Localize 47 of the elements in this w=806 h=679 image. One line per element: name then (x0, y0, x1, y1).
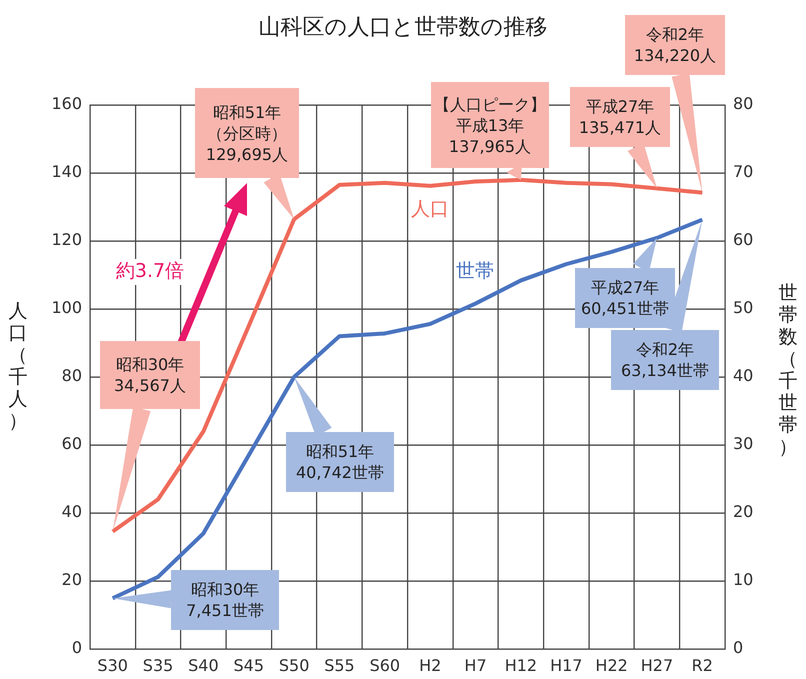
annotation: 令和2年63,134世帯 (621, 339, 709, 381)
annotation: 【人口ピーク】平成13年137,965人 (434, 94, 546, 156)
y-tick-label: 120 (51, 230, 82, 250)
y-axis-title: 人口（千人） (8, 300, 28, 432)
annotation: 平成27年60,451世帯 (581, 277, 669, 319)
text: 令和2年134,220人 (634, 24, 716, 66)
annotation: 昭和51年40,742世帯 (296, 441, 384, 483)
y2-axis-title: 世帯数（千世帯） (778, 282, 798, 458)
x-tick-label: H7 (464, 656, 487, 675)
chart-title: 山科区の人口と世帯数の推移 (258, 15, 548, 40)
y-tick-label: 160 (51, 94, 82, 114)
series-label: 人口 (411, 198, 449, 220)
x-tick-label: S60 (370, 656, 400, 675)
y-tick-label: 40 (62, 502, 82, 522)
y2-tick-label: 20 (733, 502, 754, 522)
x-tick-label: H22 (595, 656, 628, 675)
annotation: 昭和30年7,451世帯 (186, 579, 264, 621)
y2-tick-label: 40 (733, 366, 754, 386)
x-tick-label: H17 (550, 656, 582, 675)
y-tick-label: 100 (51, 298, 82, 318)
y2-tick-label: 60 (733, 230, 754, 250)
y2-tick-label: 50 (733, 298, 754, 318)
x-tick-label: S40 (188, 656, 219, 675)
y-tick-label: 0 (72, 638, 82, 658)
x-tick-label: H12 (504, 656, 538, 675)
series-label: 世帯 (456, 260, 494, 282)
y-tick-label: 60 (62, 434, 82, 454)
y2-tick-label: 0 (733, 638, 744, 658)
x-tick-label: S45 (233, 656, 264, 675)
x-tick-label: S55 (324, 656, 355, 675)
x-tick-label: S50 (278, 656, 310, 675)
annotation: 約3.7倍 (116, 260, 184, 282)
y-tick-label: 140 (51, 162, 82, 182)
y2-tick-label: 30 (733, 434, 754, 454)
x-tick-label: H2 (419, 656, 442, 675)
y2-tick-label: 80 (733, 94, 754, 114)
x-tick-label: R2 (692, 656, 713, 675)
x-tick-label: S35 (142, 656, 174, 675)
y-tick-label: 20 (62, 570, 82, 590)
x-tick-label: S30 (97, 656, 128, 675)
annotation: 昭和30年34,567人 (114, 354, 186, 396)
annotation: 平成27年135,471人 (578, 96, 662, 138)
y-tick-label: 80 (62, 366, 82, 386)
y2-tick-label: 10 (733, 570, 754, 590)
annotation: 昭和51年（分区時）129,695人 (206, 102, 288, 164)
x-tick-label: H27 (640, 656, 674, 675)
y2-tick-label: 70 (733, 162, 754, 182)
